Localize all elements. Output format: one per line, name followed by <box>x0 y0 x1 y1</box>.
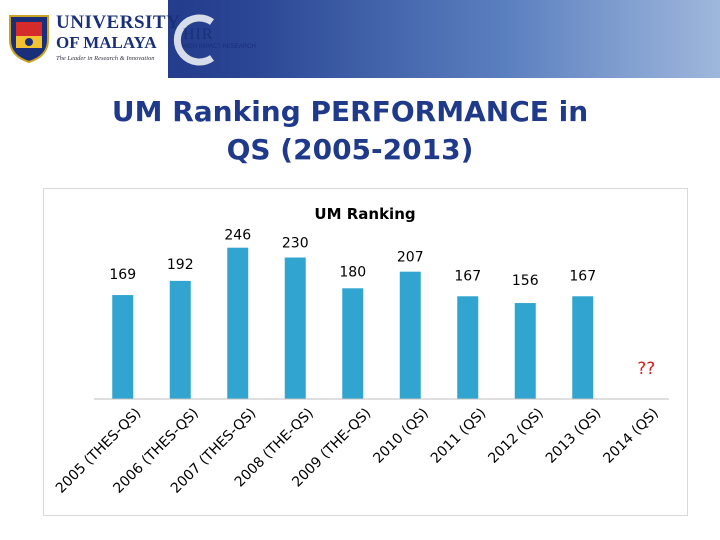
x-tick-labels-group: 2005 (THES-QS)2006 (THES-QS)2007 (THES-Q… <box>53 405 662 496</box>
chart-title: UM Ranking <box>314 205 415 223</box>
bar-6 <box>457 296 479 399</box>
ranking-chart: UM Ranking 169 192 246 230 180 207 167 156 167??… <box>53 205 669 497</box>
x-tick-label-8: 2013 (QS) <box>543 405 604 466</box>
bar-1 <box>169 280 191 399</box>
bar-4 <box>342 288 364 399</box>
hir-logo-text: HIR <box>183 26 214 43</box>
bar-0 <box>112 295 134 399</box>
x-tick-label-9: 2014 (QS) <box>600 405 661 466</box>
slide-title-line2: QS (2005-2013) <box>226 133 474 166</box>
x-tick-label-6: 2011 (QS) <box>428 405 489 466</box>
bar-3 <box>284 257 306 399</box>
x-tick-label-5: 2010 (QS) <box>370 405 431 466</box>
university-tagline: The Leader in Research & Innovation <box>56 55 155 62</box>
university-name-line2: OF MALAYA <box>56 33 157 52</box>
data-label-7: 156 <box>512 273 539 289</box>
bar-8 <box>572 296 594 399</box>
header-banner: UNIVERSITY OF MALAYA The Leader in Resea… <box>0 0 720 78</box>
bar-7 <box>514 303 536 399</box>
data-label-5: 207 <box>397 250 424 266</box>
slide-title-line1: UM Ranking PERFORMANCE in <box>111 95 589 128</box>
data-label-4: 180 <box>339 264 366 280</box>
university-name-line1: UNIVERSITY <box>56 12 181 33</box>
slide-title: UM Ranking PERFORMANCE in QS (2005-2013) <box>0 93 700 169</box>
data-label-0: 169 <box>109 267 136 283</box>
data-label-8: 167 <box>569 268 596 284</box>
hir-subtitle: HIGH IMPACT RESEARCH <box>182 44 256 50</box>
data-label-1: 192 <box>167 257 194 273</box>
data-label-6: 167 <box>454 268 481 284</box>
data-label-2: 246 <box>224 228 251 244</box>
data-label-3: 230 <box>282 236 309 252</box>
data-labels-group: 169 192 246 230 180 207 167 156 167?? <box>109 228 655 379</box>
university-crest-icon <box>9 15 49 64</box>
hir-c-logo-icon <box>173 14 215 66</box>
bar-5 <box>399 271 421 399</box>
bars-group <box>112 247 594 399</box>
data-label-9: ?? <box>637 359 655 379</box>
x-tick-label-7: 2012 (QS) <box>485 405 546 466</box>
bar-2 <box>227 247 249 399</box>
chart-frame: UM Ranking 169 192 246 230 180 207 167 156 167??… <box>43 188 688 516</box>
